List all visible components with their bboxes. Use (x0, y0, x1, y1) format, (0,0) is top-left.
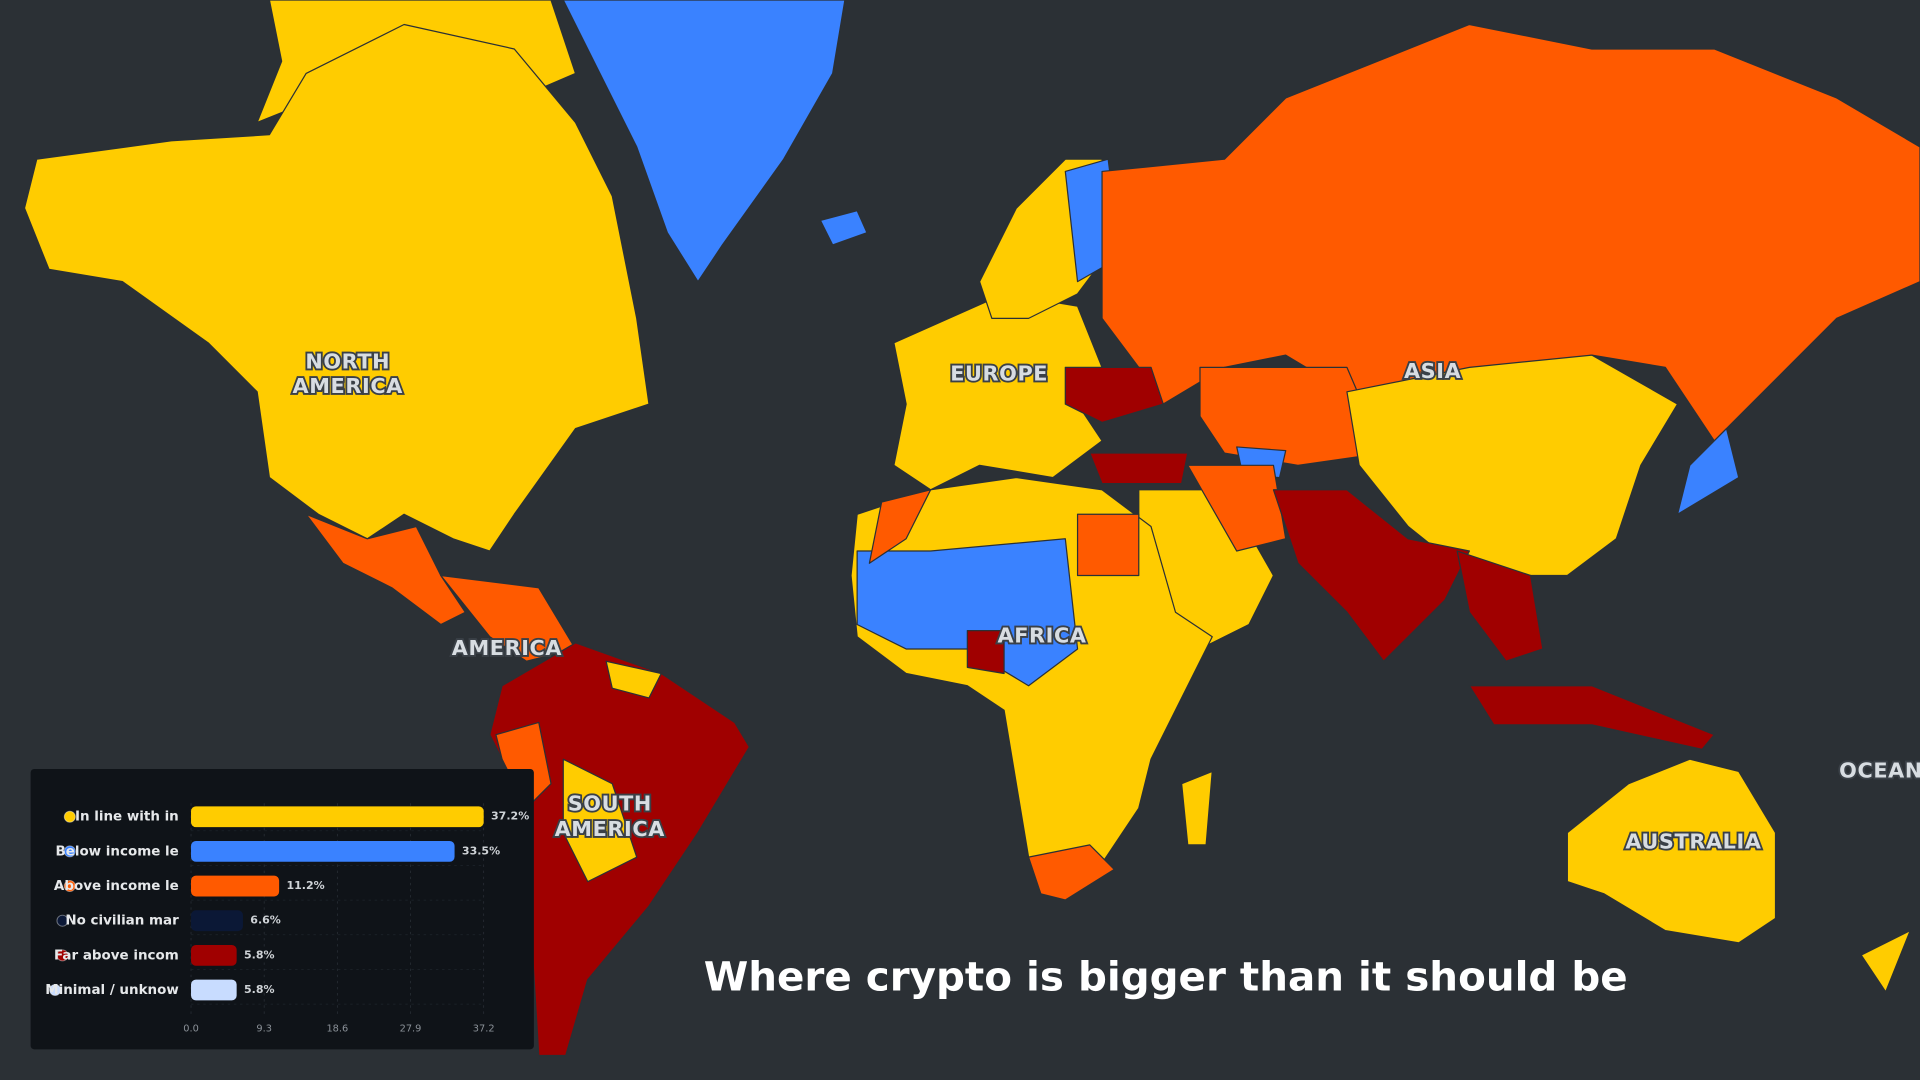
map-label: AFRICA (997, 624, 1086, 648)
map-labels: NORTH AMERICA EUROPE ASIA AMERICA AFRICA… (291, 348, 1920, 856)
legend-icon (63, 810, 76, 823)
australia (1566, 758, 1777, 944)
morocco (868, 489, 932, 564)
russia (1101, 23, 1920, 442)
map-label: AMERICA (452, 636, 562, 660)
caption: Where crypto is bigger than it should be (704, 953, 1628, 1001)
japan (1676, 427, 1740, 515)
value-label: 5.8% (244, 948, 275, 961)
iran (1187, 464, 1287, 552)
x-tick-label: 37.2 (473, 1024, 495, 1035)
legend-icon (63, 845, 76, 858)
bolivia (562, 758, 638, 883)
legend-icon (56, 914, 69, 927)
egypt (1076, 513, 1140, 577)
category-label: Far above incom (54, 948, 179, 963)
bar (191, 944, 237, 966)
category-label: In line with in (75, 810, 179, 825)
value-label: 6.6% (250, 914, 281, 927)
map-label: AMERICA (555, 817, 665, 841)
iceland (819, 210, 868, 246)
bar (191, 875, 280, 897)
madagascar (1181, 770, 1213, 846)
nigeria (966, 630, 1005, 675)
bar (191, 979, 237, 1001)
venezuela (605, 660, 662, 699)
southeast-asia (1456, 550, 1544, 662)
map-label: SOUTH (568, 791, 652, 815)
x-tick-label: 0.0 (183, 1024, 199, 1035)
map-label: ASIA (1404, 359, 1461, 383)
x-tick-label: 9.3 (256, 1024, 272, 1035)
map-label: OCEAN (1839, 758, 1920, 782)
new-zealand (1860, 930, 1911, 993)
bar (191, 840, 455, 862)
value-label: 33.5% (462, 844, 500, 857)
legend-icon (56, 949, 69, 962)
value-label: 5.8% (244, 983, 275, 996)
map-label: EUROPE (950, 362, 1048, 386)
category-label: Above income le (54, 879, 179, 894)
greenland (562, 0, 846, 283)
mexico (305, 513, 466, 626)
legend-icon (49, 984, 62, 996)
x-tick-label: 27.9 (400, 1024, 422, 1035)
bar (191, 910, 243, 932)
countries (23, 0, 1920, 1057)
legend-chart: 0.0 9.3 18.6 27.9 37.2 In line with in 37.2% Be… (45, 803, 529, 1035)
india (1272, 489, 1471, 662)
map-label: AUSTRALIA (1625, 829, 1761, 853)
china (1346, 354, 1679, 577)
peru (495, 721, 552, 809)
central-america (440, 574, 577, 662)
north-america (23, 23, 650, 552)
legend-panel (30, 768, 534, 1050)
map-label: AMERICA (293, 374, 403, 398)
value-label: 37.2% (491, 810, 529, 823)
west-africa (856, 538, 1079, 687)
category-label: Minimal / unknow (45, 983, 179, 998)
x-tick-label: 18.6 (326, 1024, 348, 1035)
bar (191, 806, 484, 828)
south-africa (1027, 844, 1115, 901)
category-label: Below income le (55, 844, 178, 859)
indonesia (1468, 685, 1715, 750)
central-asia (1199, 366, 1385, 466)
legend-icon (63, 880, 76, 893)
europe (893, 293, 1103, 491)
map-label: NORTH (305, 349, 390, 373)
turkey (1089, 452, 1189, 485)
category-label: No civilian mar (65, 914, 179, 929)
value-label: 11.2% (286, 879, 324, 892)
ukraine (1064, 366, 1164, 424)
